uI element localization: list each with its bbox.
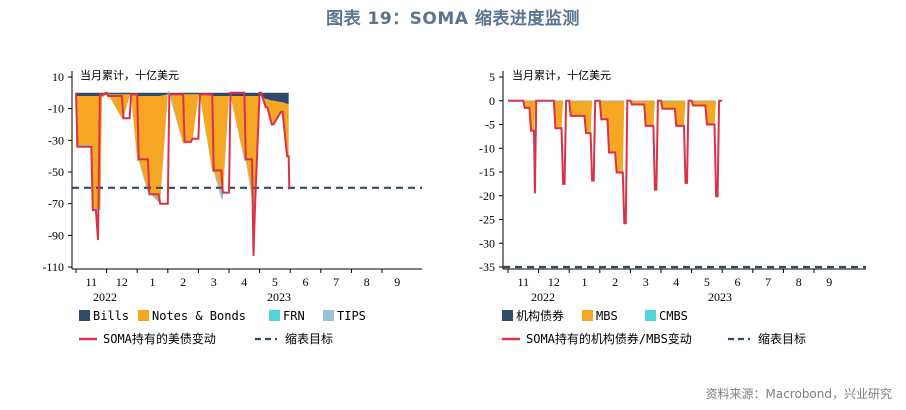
x-tick-label: 4 [673, 275, 679, 289]
y-tick-label: -10 [479, 141, 495, 155]
y-tick-label: -50 [48, 165, 64, 179]
legend-swatch [79, 310, 90, 321]
x-tick-label: 8 [364, 275, 370, 289]
y-tick-label: -30 [48, 133, 64, 147]
y-tick-label: -20 [479, 189, 495, 203]
x-tick-label: 3 [643, 275, 649, 289]
y-tick-label: 10 [52, 70, 64, 84]
x-tick-label: 5 [704, 275, 710, 289]
x-tick-label: 12 [116, 275, 128, 289]
legend-label: FRN [283, 309, 305, 323]
legend-swatch [645, 310, 656, 321]
x-tick-label: 9 [826, 275, 832, 289]
x-tick-label: 6 [303, 275, 309, 289]
x-tick-label: 11 [86, 275, 98, 289]
unit-label: 当月累计，十亿美元 [512, 68, 611, 82]
x-tick-label: 2 [180, 275, 186, 289]
x-tick-label: 1 [582, 275, 588, 289]
x-year-label: 2022 [93, 290, 117, 304]
area-series-mbs [508, 100, 723, 173]
legend-line-label: SOMA持有的美债变动 [103, 331, 216, 346]
y-tick-label: 5 [489, 70, 495, 84]
y-tick-label: -35 [479, 260, 495, 274]
soma-change-line [75, 91, 291, 256]
y-tick-label: -110 [42, 260, 64, 274]
x-year-label: 2023 [708, 290, 732, 304]
x-year-label: 2023 [267, 290, 291, 304]
y-tick-label: -30 [479, 236, 495, 250]
legend-label: 机构债券 [516, 308, 564, 323]
y-tick-label: 0 [489, 94, 495, 108]
legend-swatch [582, 310, 593, 321]
page-title: 图表 19：SOMA 缩表进度监测 [326, 9, 580, 29]
legend-target-label: 缩表目标 [758, 331, 806, 346]
x-tick-label: 8 [796, 275, 802, 289]
legend-swatch [323, 310, 334, 321]
x-tick-label: 7 [765, 275, 771, 289]
y-tick-label: -15 [479, 165, 495, 179]
x-tick-label: 1 [150, 275, 156, 289]
unit-label: 当月累计，十亿美元 [80, 68, 179, 82]
legend-label: CMBS [659, 309, 688, 323]
x-tick-label: 5 [272, 275, 278, 289]
area-series-bills [76, 92, 289, 104]
y-tick-label: -90 [48, 228, 64, 242]
y-tick-label: -5 [485, 118, 495, 132]
y-tick-label: -10 [48, 102, 64, 116]
x-tick-label: 7 [333, 275, 339, 289]
legend-line-label: SOMA持有的机构债券/MBS变动 [526, 331, 692, 346]
soma-change-line [508, 99, 723, 225]
legend-swatch [502, 310, 513, 321]
source-note: 资料来源：Macrobond，兴业研究 [705, 387, 893, 401]
legend-label: Notes & Bonds [152, 309, 246, 323]
x-tick-label: 4 [241, 275, 247, 289]
x-tick-label: 3 [211, 275, 217, 289]
legend-swatch [269, 310, 280, 321]
legend-label: TIPS [337, 309, 366, 323]
x-year-label: 2022 [531, 290, 555, 304]
y-tick-label: -25 [479, 213, 495, 227]
x-tick-label: 9 [394, 275, 400, 289]
legend-label: Bills [93, 309, 129, 323]
x-tick-label: 2 [612, 275, 618, 289]
legend-label: MBS [596, 309, 618, 323]
x-tick-label: 11 [518, 275, 530, 289]
y-tick-label: -70 [48, 197, 64, 211]
x-tick-label: 12 [548, 275, 560, 289]
legend-swatch [138, 310, 149, 321]
x-tick-label: 6 [735, 275, 741, 289]
legend-target-label: 缩表目标 [285, 331, 333, 346]
